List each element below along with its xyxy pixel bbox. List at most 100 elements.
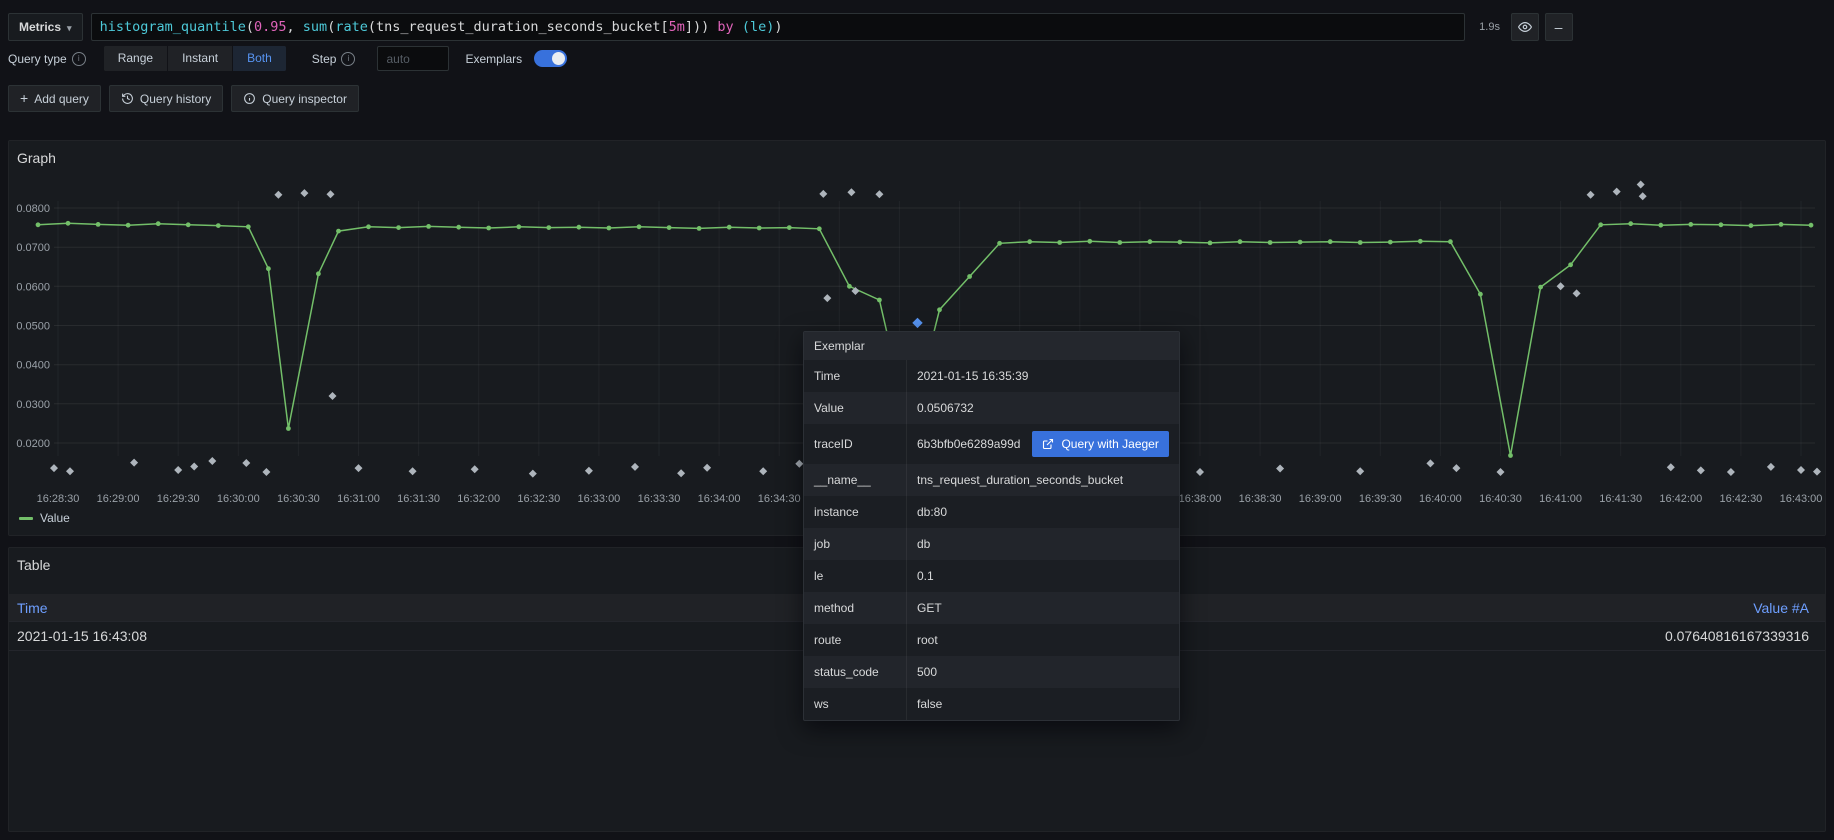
exemplar-marker[interactable] [1496,468,1505,476]
query-token: rate [335,19,368,35]
x-tick-label: 16:31:30 [397,493,440,505]
tooltip-value-text: tns_request_duration_seconds_bucket [917,473,1124,487]
query-type-range[interactable]: Range [103,46,169,71]
exemplar-marker[interactable] [1556,282,1565,291]
query-token: 0.95 [254,19,287,35]
exemplar-marker[interactable] [66,467,74,476]
exemplar-marker[interactable] [759,467,768,476]
series-point [366,224,371,230]
series-point [1718,222,1724,228]
exemplar-marker[interactable] [328,392,337,400]
exemplar-marker[interactable] [528,469,537,478]
tooltip-label: status_code [804,656,907,688]
table-panel-title: Table [17,557,51,573]
exemplar-marker[interactable] [1813,467,1821,476]
query-type-instant[interactable]: Instant [168,46,234,71]
exemplar-marker[interactable] [1426,459,1435,468]
x-tick-label: 16:40:00 [1419,493,1462,505]
series-point [997,240,1002,246]
exemplar-marker[interactable] [262,468,271,476]
exemplar-marker[interactable] [795,459,804,468]
exemplar-marker[interactable] [823,294,832,303]
exemplar-marker[interactable] [1726,468,1735,476]
exemplar-marker[interactable] [677,469,686,478]
series-point [266,266,271,272]
exemplar-marker[interactable] [1696,466,1705,475]
query-with-jaeger-button[interactable]: Query with Jaeger [1032,431,1169,457]
series-point [1327,239,1333,245]
eye-icon [1517,22,1532,32]
step-input[interactable] [377,46,450,71]
exemplar-marker[interactable] [274,190,283,199]
legend-item-value[interactable]: Value [19,511,70,525]
exemplar-marker[interactable] [1196,468,1204,476]
tooltip-value: 0.1 [907,569,1179,583]
y-tick-label: 0.0500 [16,321,50,333]
tooltip-value: tns_request_duration_seconds_bucket [907,473,1179,487]
exemplar-marker[interactable] [847,188,856,197]
exemplar-marker[interactable] [851,287,860,295]
exemplars-toggle[interactable] [534,50,568,67]
exemplar-marker[interactable] [208,457,217,465]
exemplar-marker[interactable] [1452,464,1461,473]
exemplar-marker[interactable] [1572,289,1581,298]
exemplar-marker[interactable] [470,465,479,474]
external-link-icon [1043,438,1054,450]
selected-exemplar-marker[interactable] [912,317,923,329]
series-point [1568,262,1573,268]
column-header-time[interactable]: Time [17,599,48,616]
series-point [155,221,161,227]
exemplar-marker[interactable] [174,466,183,474]
query-token: histogram_quantile [99,19,246,35]
exemplar-marker[interactable] [703,463,712,472]
exemplar-marker[interactable] [1666,463,1675,472]
exemplar-marker[interactable] [242,459,251,467]
series-point [666,225,672,230]
exemplar-marker[interactable] [354,464,363,473]
exemplar-marker[interactable] [1356,467,1365,476]
query-type-both[interactable]: Both [233,46,286,71]
tooltip-value-text: false [917,697,943,711]
exemplar-marker[interactable] [1766,462,1775,471]
query-token: ] [684,19,694,35]
exemplar-marker[interactable] [875,190,884,199]
series-point [1267,240,1273,245]
y-tick-label: 0.0800 [16,203,50,215]
series-point [1417,238,1423,244]
exemplar-marker[interactable] [1636,180,1645,189]
exemplar-marker[interactable] [1797,466,1805,474]
exemplar-marker[interactable] [819,189,828,198]
datasource-picker[interactable]: Metrics [8,13,83,41]
exemplar-marker[interactable] [408,467,417,476]
exemplar-marker[interactable] [1612,187,1621,196]
add-query-button[interactable]: Add query [8,85,101,112]
series-point [877,297,882,303]
query-history-button[interactable]: Query history [108,85,224,112]
exemplar-marker[interactable] [631,462,639,471]
query-inspector-button[interactable]: Query inspector [231,85,359,112]
exemplar-marker[interactable] [50,464,58,473]
info-circle-icon [244,93,256,104]
exemplar-marker[interactable] [130,458,139,467]
query-token: ( [327,19,336,35]
collapse-query-button[interactable] [1544,13,1573,41]
exemplar-marker[interactable] [190,462,199,471]
series-point [95,222,101,227]
query-editor[interactable]: histogram_quantile(0.95, sum(rate(tns_re… [90,13,1465,41]
tooltip-label: __name__ [804,464,907,496]
exemplar-marker[interactable] [1586,190,1595,199]
exemplar-marker[interactable] [1638,192,1647,201]
exemplar-marker[interactable] [1276,464,1285,473]
exemplar-marker[interactable] [300,189,309,198]
series-point [316,271,321,277]
x-tick-label: 16:41:00 [1539,493,1582,505]
legend-series-swatch [19,516,33,520]
tooltip-row-method: method GET [804,592,1179,624]
exemplar-marker[interactable] [326,190,335,199]
plus-icon [20,92,28,106]
column-header-value-a[interactable]: Value #A [1753,599,1809,616]
exemplar-marker[interactable] [584,466,593,475]
query-preview-button[interactable] [1510,13,1539,41]
x-tick-label: 16:32:30 [517,493,560,505]
tooltip-row-Value: Value 0.0506732 [804,392,1179,424]
